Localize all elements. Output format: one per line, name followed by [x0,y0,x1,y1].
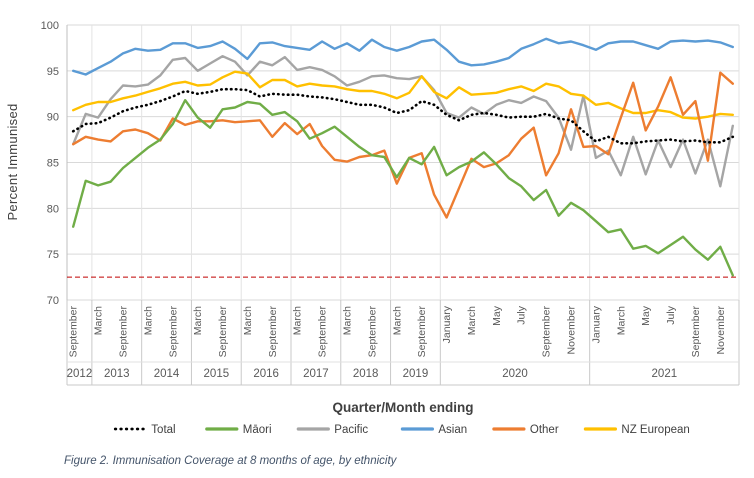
y-tick-70: 70 [47,295,59,307]
x-tick-year-2016: 2016 [253,368,279,380]
x-tick-month: March [242,306,254,335]
x-tick-month: November [715,305,727,354]
y-tick-85: 85 [47,158,59,170]
legend-label-nz-european: NZ European [621,424,689,436]
y-tick-100: 100 [41,20,59,32]
x-tick-year-2020: 2020 [502,368,528,380]
x-axis-title: Quarter/Month ending [333,400,474,415]
y-tick-95: 95 [47,66,59,78]
legend-label-other: Other [530,424,559,436]
x-tick-year-2015: 2015 [204,368,230,380]
x-tick-month: September [690,306,702,358]
x-tick-month: September [267,306,279,358]
series-line-maori [71,98,734,277]
series-line-pacific [71,55,734,188]
legend-item-nz-european: NZ European [583,424,690,436]
x-tick-month: March [93,306,105,335]
series-line-total [71,87,735,145]
x-tick-month: September [118,306,130,358]
x-tick-month: November [566,305,578,354]
legend-label-asian: Asian [438,424,467,436]
chart-legend: Total Māori Pacific Asian Other NZ European [113,424,690,436]
x-tick-month: March [342,306,354,335]
series-line-other [71,71,734,219]
x-tick-month: September [217,306,229,358]
legend-label-maori: Māori [243,424,272,436]
x-tick-month: May [491,305,503,326]
legend-item-maori: Māori [205,424,272,436]
x-tick-month: March [615,306,627,335]
x-tick-month: September [68,306,80,358]
x-tick-month: March [292,306,304,335]
x-tick-month: January [590,305,602,343]
axis-labels: 70 75 80 85 90 95 100 September 2012 March Septemb… [41,20,740,386]
x-tick-month: September [317,306,329,358]
x-tick-month: March [391,306,403,335]
legend-item-other: Other [492,424,559,436]
x-tick-month: September [167,306,179,358]
plot-area [66,24,740,301]
x-tick-month: March [192,306,204,335]
x-tick-year-2012: 2012 [67,368,93,380]
x-tick-year-2013: 2013 [104,368,130,380]
legend-item-pacific: Pacific [296,424,368,436]
legend-label-total: Total [151,424,175,436]
x-tick-year-2021: 2021 [652,368,678,380]
y-tick-80: 80 [47,203,59,215]
x-tick-month: May [640,305,652,326]
y-axis-title: Percent Immunised [5,103,20,220]
x-tick-month: March [142,306,154,335]
x-tick-month: September [541,306,553,358]
x-tick-month: July [516,305,528,324]
x-tick-year-2018: 2018 [353,368,379,380]
x-tick-month: January [441,305,453,343]
legend-label-pacific: Pacific [334,424,368,436]
series-line-asian [71,37,734,76]
figure-caption: Figure 2. Immunisation Coverage at 8 mon… [64,455,398,467]
x-tick-year-2017: 2017 [303,368,329,380]
y-tick-90: 90 [47,112,59,124]
x-tick-year-2014: 2014 [154,368,180,380]
x-tick-year-2019: 2019 [403,368,429,380]
x-tick-month: July [665,305,677,324]
y-tick-75: 75 [47,249,59,261]
legend-item-asian: Asian [400,424,467,436]
x-tick-month: September [416,306,428,358]
x-tick-month: March [466,306,478,335]
legend-item-total: Total [113,424,176,436]
x-tick-month: September [366,306,378,358]
